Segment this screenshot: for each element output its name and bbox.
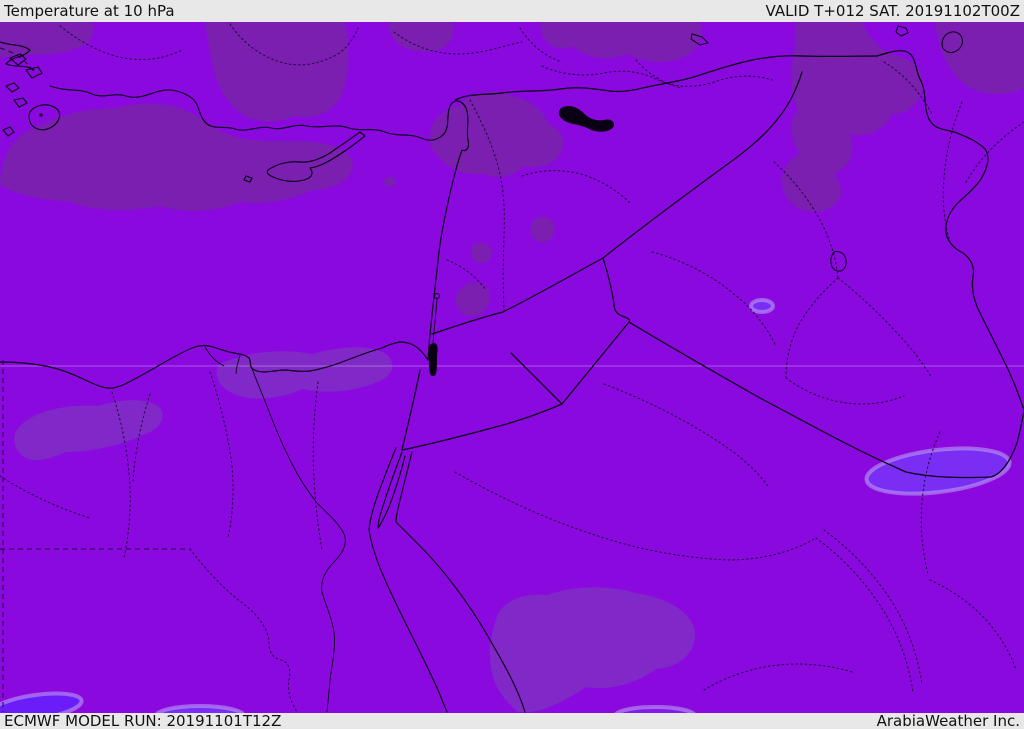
map-title: Temperature at 10 hPa — [4, 2, 175, 20]
header-bar: Temperature at 10 hPa VALID T+012 SAT. 2… — [0, 0, 1024, 22]
cold-anomaly-patches — [0, 22, 1024, 712]
rivers — [204, 298, 438, 713]
coastlines — [0, 41, 526, 713]
admin-borders — [0, 23, 1024, 713]
weather-map — [0, 22, 1024, 713]
country-borders — [401, 50, 1024, 479]
brand-label: ArabiaWeather Inc. — [876, 712, 1020, 730]
model-run-label: ECMWF MODEL RUN: 20191101T12Z — [4, 712, 282, 730]
footer-bar: ECMWF MODEL RUN: 20191101T12Z ArabiaWeat… — [0, 712, 1024, 730]
valid-time-label: VALID T+012 SAT. 20191102T00Z — [765, 2, 1020, 20]
warm-anomaly-patches — [0, 298, 1012, 713]
lakes — [428, 25, 963, 377]
map-svg — [0, 22, 1024, 713]
